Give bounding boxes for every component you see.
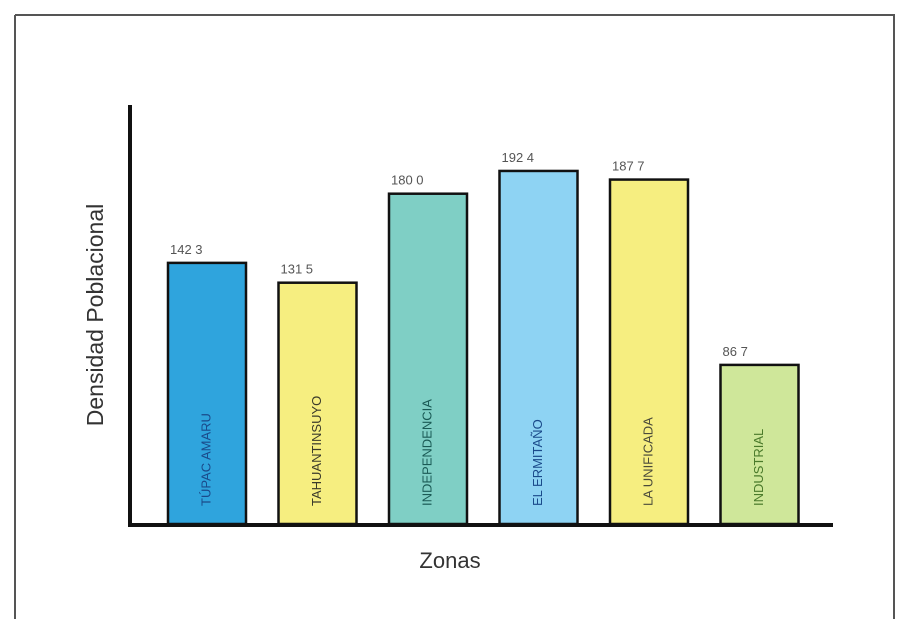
category-label-tupac-amaru: TÚPAC AMARU <box>198 413 213 506</box>
value-label-tupac-amaru: 142 3 <box>170 242 203 257</box>
value-label-tahuantinsuyo: 131 5 <box>281 262 314 277</box>
value-label-independencia: 180 0 <box>391 173 424 188</box>
category-label-el-ermitano: EL ERMITAÑO <box>530 419 545 506</box>
bar-independencia <box>387 192 469 526</box>
category-label-independencia: INDEPENDENCIA <box>419 399 434 506</box>
category-label-la-unificada: LA UNIFICADA <box>640 417 655 506</box>
x-axis-title: Zonas <box>419 548 480 573</box>
value-label-el-ermitano: 192 4 <box>502 150 535 165</box>
category-label-tahuantinsuyo: TAHUANTINSUYO <box>309 396 324 506</box>
value-label-la-unificada: 187 7 <box>612 159 645 174</box>
value-label-industrial: 86 7 <box>723 344 748 359</box>
category-label-industrial: INDUSTRIAL <box>751 429 766 506</box>
y-axis-title: Densidad Poblacional <box>82 204 108 427</box>
bar-tupac-amaru <box>166 261 248 526</box>
bar-tahuantinsuyo <box>277 281 358 526</box>
bars-group: 142 3 TÚPAC AMARU 131 5 TAHUANTINSUYO 180 0 I… <box>166 150 800 526</box>
